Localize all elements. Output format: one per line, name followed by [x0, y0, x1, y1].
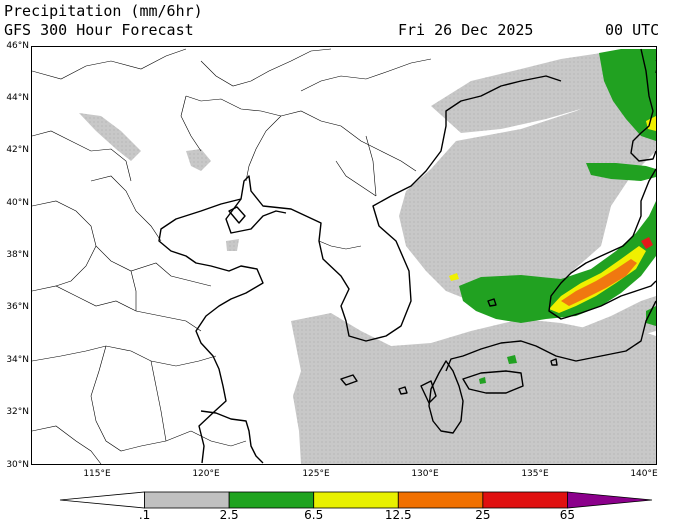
lat-label-38: 38°N	[6, 250, 29, 260]
lon-label-140: 140°E	[630, 469, 658, 479]
coastlines	[158, 48, 656, 464]
moderate-precip-areas	[459, 49, 656, 384]
extreme-precip-areas	[641, 237, 653, 249]
valid-time: 00 UTC	[605, 21, 660, 39]
lon-label-115: 115°E	[83, 469, 111, 479]
lat-label-36: 36°N	[6, 302, 29, 312]
lon-label-125: 125°E	[302, 469, 330, 479]
colorbar-segment	[482, 491, 568, 509]
colorbar-threshold-label: 12.5	[384, 508, 412, 522]
model-title: GFS 300 Hour Forecast	[4, 21, 194, 39]
colorbar-threshold-label: 65	[559, 508, 576, 522]
colorbar-segment	[313, 491, 399, 509]
precipitation-map	[31, 46, 657, 465]
lat-label-40: 40°N	[6, 198, 29, 208]
lat-label-34: 34°N	[6, 355, 29, 365]
lat-label-42: 42°N	[6, 145, 29, 155]
very-heavy-precip-areas	[561, 259, 637, 306]
colorbar-segment	[144, 491, 230, 509]
colorbar-segment	[228, 491, 315, 509]
colorbar-threshold-label: 25	[475, 508, 491, 522]
colorbar	[59, 491, 653, 509]
lon-label-135: 135°E	[521, 469, 549, 479]
lat-label-32: 32°N	[6, 407, 29, 417]
variable-title: Precipitation (mm/6hr)	[4, 2, 203, 20]
map-canvas	[32, 48, 656, 464]
colorbar-segment	[59, 491, 145, 509]
colorbar-threshold-label: .1	[138, 508, 151, 522]
political-boundaries	[32, 48, 432, 464]
lat-label-46: 46°N	[6, 41, 29, 51]
lon-label-120: 120°E	[192, 469, 220, 479]
colorbar-threshold-label: 6.5	[304, 508, 324, 522]
colorbar-segment	[567, 491, 653, 509]
lon-label-130: 130°E	[411, 469, 439, 479]
lat-label-30: 30°N	[6, 460, 29, 470]
lat-label-44: 44°N	[6, 93, 29, 103]
colorbar-segment	[397, 491, 484, 509]
colorbar-threshold-label: 2.5	[219, 508, 239, 522]
light-precip-areas	[79, 49, 656, 464]
valid-date: Fri 26 Dec 2025	[398, 21, 534, 39]
